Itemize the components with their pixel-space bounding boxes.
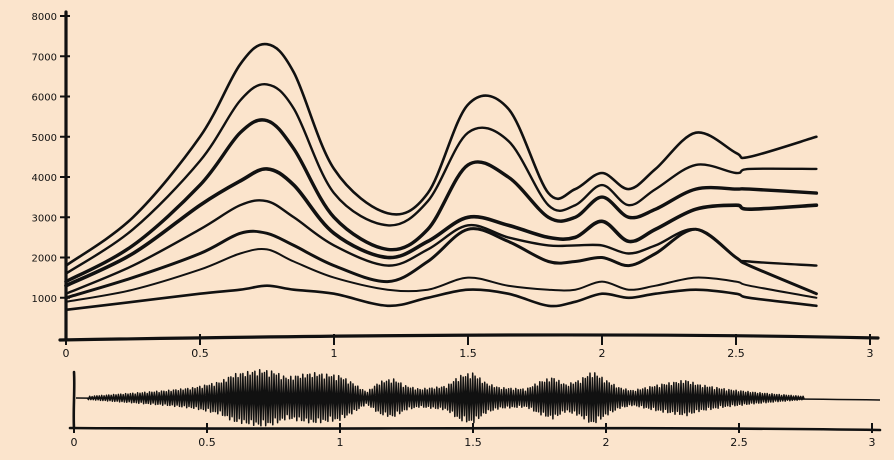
y-tick-label: 2000 xyxy=(32,254,57,265)
formant-line xyxy=(64,42,818,267)
x-tick-label: 2 xyxy=(599,347,606,360)
waveform-x-axis xyxy=(68,426,882,432)
waveform-x-tick-label: 1 xyxy=(337,436,344,449)
x-tick-label: 0.5 xyxy=(191,347,209,360)
y-tick-label: 8000 xyxy=(32,12,57,23)
waveform-y-axis xyxy=(72,370,76,430)
x-axis-line xyxy=(58,333,880,342)
y-tick-label: 7000 xyxy=(32,52,57,63)
x-tick-label: 1 xyxy=(331,347,338,360)
formant-line xyxy=(64,167,819,288)
waveform-x-tick-label: 2.5 xyxy=(730,436,748,449)
formant-line xyxy=(64,284,818,312)
x-tick-label: 2.5 xyxy=(727,347,745,360)
y-tick-label: 5000 xyxy=(32,133,57,144)
waveform-x-tick-label: 2 xyxy=(603,436,610,449)
waveform-x-tick-label: 1.5 xyxy=(464,436,482,449)
waveform-x-tick-label: 0 xyxy=(71,436,78,449)
y-tick-label: 1000 xyxy=(32,294,57,305)
x-tick-label: 1.5 xyxy=(459,347,477,360)
x-tick-label: 0 xyxy=(63,347,70,360)
formant-line xyxy=(64,199,818,295)
waveform-x-tick-label: 0.5 xyxy=(198,436,216,449)
x-tick-label: 3 xyxy=(867,347,874,360)
y-tick-label: 3000 xyxy=(32,213,57,224)
formant-chart: 1000 2000 3000 4000 5000 6000 7000 8000 0 0.5 1 1.5… xyxy=(32,10,880,360)
y-tick-label: 4000 xyxy=(32,173,57,184)
waveform-signal xyxy=(86,368,806,427)
waveform-x-tick-label: 3 xyxy=(869,436,876,449)
formant-line xyxy=(65,248,818,303)
y-tick-label: 6000 xyxy=(32,93,57,104)
waveform-chart: 0 0.5 1 1.5 2 2.5 3 xyxy=(68,368,882,449)
formant-line xyxy=(64,227,818,300)
formant-line xyxy=(64,82,818,275)
formant-line xyxy=(64,118,819,284)
